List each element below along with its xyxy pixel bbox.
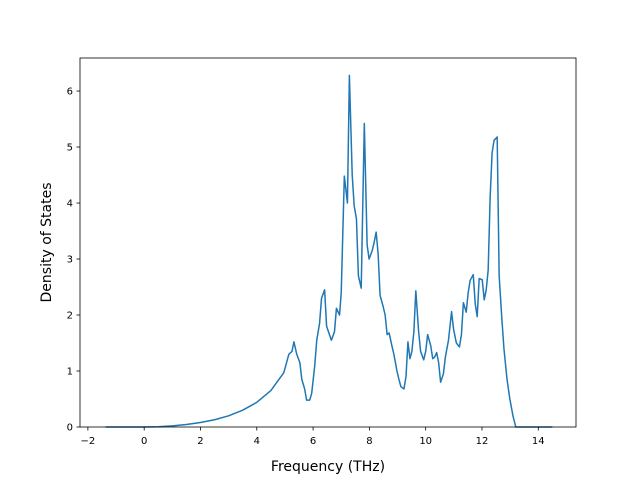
x-tick-label: 10 [419,436,432,447]
x-tick-label: 6 [310,436,316,447]
y-axis-label: Density of States [39,183,55,303]
x-tick-label: 0 [141,436,147,447]
axes-frame [79,57,577,428]
y-tick-label: 3 [67,255,73,266]
x-tick-label: 12 [476,436,489,447]
plot-area [105,74,553,428]
x-axis-label: Frequency (THz) [271,459,385,475]
x-tick-label: 8 [366,436,372,447]
x-tick-label: −2 [81,436,96,447]
y-tick-label: 2 [67,311,73,322]
x-tick-label: 14 [532,436,545,447]
data-line [105,74,553,428]
y-tick-label: 4 [67,199,73,210]
y-tick-label: 5 [67,143,73,154]
x-tick-label: 4 [254,436,260,447]
x-tick-label: 2 [197,436,203,447]
y-tick-label: 1 [67,367,73,378]
y-tick-label: 0 [67,423,73,434]
y-tick-label: 6 [67,87,73,98]
